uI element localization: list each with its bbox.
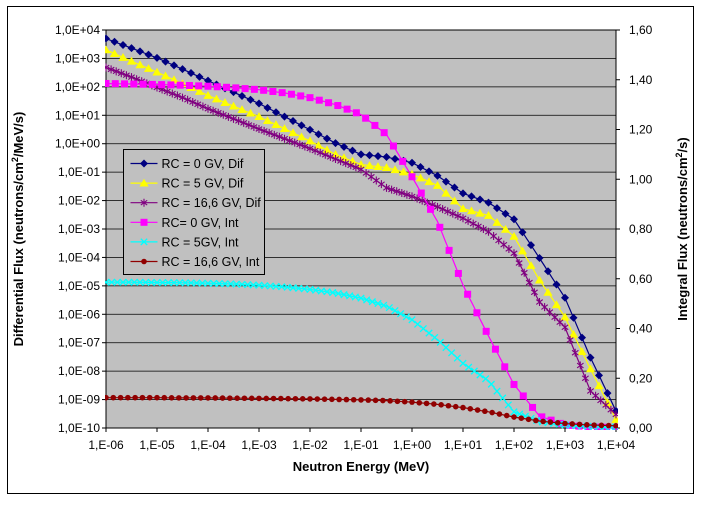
y-right-tick-label: 0,00 — [629, 421, 653, 435]
legend: RC = 0 GV, Dif RC = 5 GV, Dif RC = 16,6 GV… — [123, 149, 265, 275]
legend-entry-1: RC = 0 GV, Dif — [130, 157, 244, 171]
y-right-tick-label: 0,60 — [629, 272, 653, 286]
legend-label: RC = 0 GV, Dif — [162, 157, 244, 171]
legend-entry-5: RC = 5GV, Int — [130, 235, 240, 249]
legend-entry-3: RC = 16,6 GV, Dif — [130, 196, 262, 210]
legend-box — [123, 149, 265, 275]
legend-entry-4: RC= 0 GV, Int — [130, 216, 240, 230]
x-axis-title: Neutron Energy (MeV) — [293, 459, 430, 474]
x-tick-label: 1,E+04 — [597, 438, 636, 452]
y-left-tick-label: 1,0E-04 — [58, 250, 100, 264]
x-tick-label: 1,E+01 — [444, 438, 483, 452]
y-right-tick-label: 0,40 — [629, 322, 653, 336]
x-tick-label: 1,E-04 — [190, 438, 226, 452]
y-left-tick-label: 1,0E-05 — [58, 279, 100, 293]
y-left-tick-label: 1,0E-06 — [58, 307, 100, 321]
y-left-tick-label: 1,0E-08 — [58, 364, 100, 378]
tick-labels: 1,E-06 1,E-05 1,E-04 1,E-03 1,E-02 1,E-01 1,E+… — [55, 23, 653, 452]
y-right-tick-label: 1,00 — [629, 172, 653, 186]
y-right-tick-label: 0,20 — [629, 371, 653, 385]
y-left-tick-label: 1,0E-02 — [58, 194, 100, 208]
y-left-tick-label: 1,0E+03 — [55, 51, 100, 65]
y-left-tick-label: 1,0E-09 — [58, 393, 100, 407]
y-left-tick-label: 1,0E+02 — [55, 80, 100, 94]
y-left-tick-label: 1,0E-01 — [58, 165, 100, 179]
y-left-tick-label: 1,0E+01 — [55, 108, 100, 122]
y-right-axis-title: Integral Flux (neutrons/cm2/s) — [674, 137, 690, 320]
legend-label: RC = 5GV, Int — [162, 235, 240, 249]
x-tick-label: 1,E+00 — [393, 438, 432, 452]
y-right-title-sup: 2 — [674, 152, 684, 157]
series-layer — [105, 34, 618, 430]
y-right-title-text: Integral Flux (neutrons/cm — [675, 157, 690, 320]
legend-label: RC= 0 GV, Int — [162, 216, 240, 230]
y-right-tick-label: 1,40 — [629, 73, 653, 87]
y-left-title-text: Differential Flux (neutrons/cm — [11, 162, 26, 346]
x-tick-label: 1,E+03 — [546, 438, 585, 452]
x-tick-label: 1,E-02 — [292, 438, 328, 452]
y-left-tick-label: 1,0E-07 — [58, 336, 100, 350]
x-tick-label: 1,E-03 — [241, 438, 277, 452]
legend-label: RC = 5 GV, Dif — [162, 177, 244, 191]
x-tick-label: 1,E-05 — [139, 438, 175, 452]
series-rc-0-gv-dif — [105, 34, 618, 415]
y-right-tick-label: 0,80 — [629, 222, 653, 236]
y-right-title-rest: /s) — [675, 137, 690, 152]
legend-entry-2: RC = 5 GV, Dif — [130, 177, 244, 191]
y-left-axis-title: Differential Flux (neutrons/cm2/MeV/s) — [10, 112, 26, 347]
y-right-tick-label: 1,60 — [629, 23, 653, 37]
legend-entry-6: RC = 16,6 GV, Int — [130, 255, 260, 269]
y-right-tick-label: 1,20 — [629, 123, 653, 137]
legend-label: RC = 16,6 GV, Dif — [162, 196, 262, 210]
x-tick-label: 1,E+02 — [495, 438, 534, 452]
y-left-tick-label: 1,0E-10 — [58, 421, 100, 435]
y-left-tick-label: 1,0E-03 — [58, 222, 100, 236]
chart-border — [7, 6, 694, 494]
series-rc-16-6-gv-int — [105, 394, 618, 429]
x-tick-label: 1,E-01 — [343, 438, 379, 452]
y-left-title-sup: 2 — [10, 157, 20, 162]
legend-label: RC = 16,6 GV, Int — [162, 255, 260, 269]
x-tick-label: 1,E-06 — [88, 438, 124, 452]
axes — [102, 29, 620, 432]
y-left-title-rest: /MeV/s) — [11, 112, 26, 158]
y-left-tick-label: 1,0E+00 — [55, 137, 100, 151]
y-left-tick-label: 1,0E+04 — [55, 23, 100, 37]
